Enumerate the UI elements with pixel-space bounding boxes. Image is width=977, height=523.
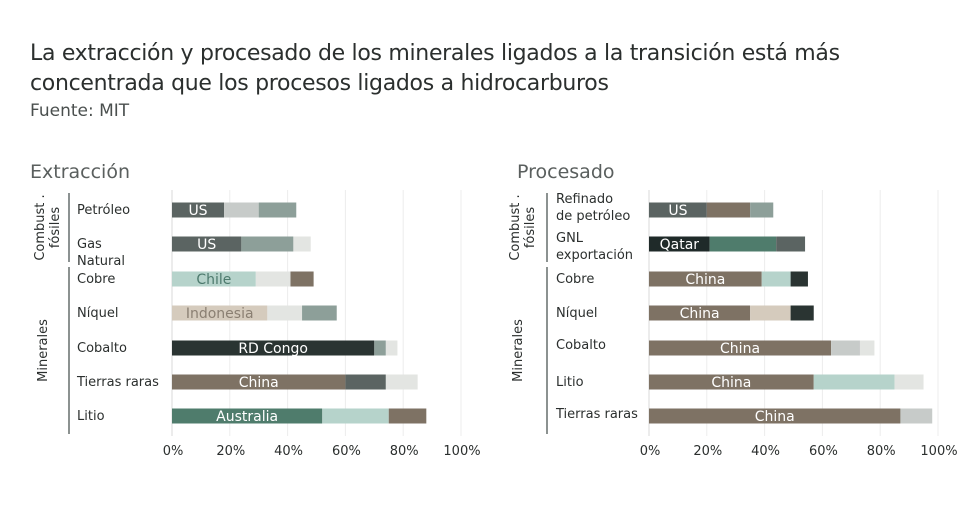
- extraccion-bar-segment: [172, 340, 375, 356]
- procesado-bar-segment: [790, 271, 808, 287]
- procesado-bar-segment: [813, 374, 895, 390]
- extraccion-bar-segment: [290, 271, 314, 287]
- procesado-bar-segment: [649, 305, 751, 321]
- panel-title-extraccion: Extracción: [30, 161, 130, 183]
- procesado-category-label: Cobre: [556, 272, 594, 287]
- procesado-bar-segment: [709, 236, 777, 252]
- procesado-x-tick-label: 100%: [920, 444, 957, 459]
- extraccion-x-tick-label: 60%: [332, 444, 361, 459]
- extraccion-x-tick-label: 20%: [216, 444, 245, 459]
- extraccion-category-label: Litio: [77, 409, 105, 424]
- procesado-bar-data-label: China: [680, 306, 720, 322]
- extraccion-category-label: Petróleo: [77, 203, 130, 218]
- extraccion-category-label: Gas Natural: [77, 237, 125, 269]
- procesado-bar-segment: [750, 305, 791, 321]
- extraccion-bar-segment: [172, 202, 225, 218]
- procesado-category-label: Níquel: [556, 306, 597, 321]
- procesado-category-label: Refinado de petróleo: [556, 192, 630, 224]
- procesado-category-label: Tierras raras: [555, 407, 638, 422]
- procesado-bar-segment: [649, 408, 901, 424]
- procesado-category-label: GNL exportación: [556, 231, 633, 263]
- extraccion-bar-data-label: US: [188, 203, 207, 219]
- procesado-bar-data-label: US: [668, 203, 687, 219]
- procesado-bar-data-label: China: [720, 341, 760, 357]
- procesado-x-tick-label: 80%: [867, 444, 896, 459]
- extraccion-bar-segment: [224, 202, 259, 218]
- procesado-bar-segment: [649, 374, 814, 390]
- extraccion-bar-data-label: Indonesia: [186, 306, 254, 322]
- extraccion-bar-segment: [267, 305, 303, 321]
- extraccion-bar-segment: [255, 271, 291, 287]
- extraccion-group-label: Minerales: [36, 319, 51, 382]
- extraccion-bar-segment: [293, 236, 311, 252]
- extraccion-bar-segment: [322, 408, 389, 424]
- extraccion-bar-segment: [172, 408, 323, 424]
- procesado-bar-segment: [900, 408, 933, 424]
- extraccion-bar-segment: [385, 374, 418, 390]
- procesado-x-tick-label: 20%: [693, 444, 722, 459]
- extraccion-category-label: Cobalto: [77, 341, 127, 356]
- procesado-bar-segment: [706, 202, 751, 218]
- extraccion-group-label: Combust .fósiles: [33, 194, 63, 260]
- extraccion-bar-segment: [172, 374, 346, 390]
- extraccion-bar-data-label: RD Congo: [238, 341, 308, 357]
- extraccion-category-label: Níquel: [77, 306, 118, 321]
- extraccion-category-label: Tierras raras: [76, 375, 159, 390]
- procesado-x-tick-label: 40%: [751, 444, 780, 459]
- procesado-bar-data-label: China: [755, 409, 795, 425]
- procesado-bar-segment: [649, 340, 832, 356]
- chart-source: Fuente: MIT: [30, 101, 130, 121]
- procesado-bar-segment: [649, 236, 710, 252]
- extraccion-bar-segment: [258, 202, 297, 218]
- extraccion-bar-data-label: Australia: [216, 409, 278, 425]
- extraccion-bar-segment: [345, 374, 386, 390]
- procesado-bar-segment: [649, 271, 762, 287]
- extraccion-bar-data-label: US: [197, 237, 216, 253]
- extraccion-bar-data-label: Chile: [196, 272, 231, 288]
- extraccion-x-tick-label: 40%: [274, 444, 303, 459]
- extraccion-x-tick-label: 100%: [443, 444, 480, 459]
- procesado-bar-data-label: Qatar: [660, 237, 700, 253]
- extraccion-bar-segment: [388, 408, 427, 424]
- procesado-bar-segment: [776, 236, 806, 252]
- extraccion-bar-data-label: China: [239, 375, 279, 391]
- extraccion-bar-segment: [385, 340, 398, 356]
- extraccion-bar-segment: [302, 305, 337, 321]
- procesado-category-label: Litio: [556, 375, 584, 390]
- procesado-bar-segment: [761, 271, 791, 287]
- procesado-bar-segment: [750, 202, 774, 218]
- procesado-group-label: Combust .fósiles: [508, 194, 538, 260]
- extraccion-category-label: Cobre: [77, 272, 115, 287]
- procesado-bar-data-label: China: [711, 375, 751, 391]
- extraccion-x-tick-label: 0%: [163, 444, 184, 459]
- procesado-bar-segment: [790, 305, 814, 321]
- procesado-bar-segment: [859, 340, 875, 356]
- procesado-bar-data-label: China: [685, 272, 725, 288]
- procesado-bar-segment: [894, 374, 924, 390]
- procesado-group-label: Minerales: [511, 319, 526, 382]
- extraccion-bar-segment: [172, 271, 256, 287]
- extraccion-x-tick-label: 80%: [390, 444, 419, 459]
- procesado-x-tick-label: 60%: [809, 444, 838, 459]
- procesado-bar-segment: [831, 340, 860, 356]
- extraccion-bar-segment: [374, 340, 386, 356]
- panel-title-procesado: Procesado: [517, 161, 615, 183]
- extraccion-bar-segment: [241, 236, 294, 252]
- extraccion-bar-segment: [172, 305, 268, 321]
- extraccion-bar-segment: [172, 236, 242, 252]
- chart-title: La extracción y procesado de los mineral…: [30, 41, 840, 96]
- procesado-bar-segment: [649, 202, 707, 218]
- procesado-x-tick-label: 0%: [640, 444, 661, 459]
- procesado-category-label: Cobalto: [556, 338, 606, 353]
